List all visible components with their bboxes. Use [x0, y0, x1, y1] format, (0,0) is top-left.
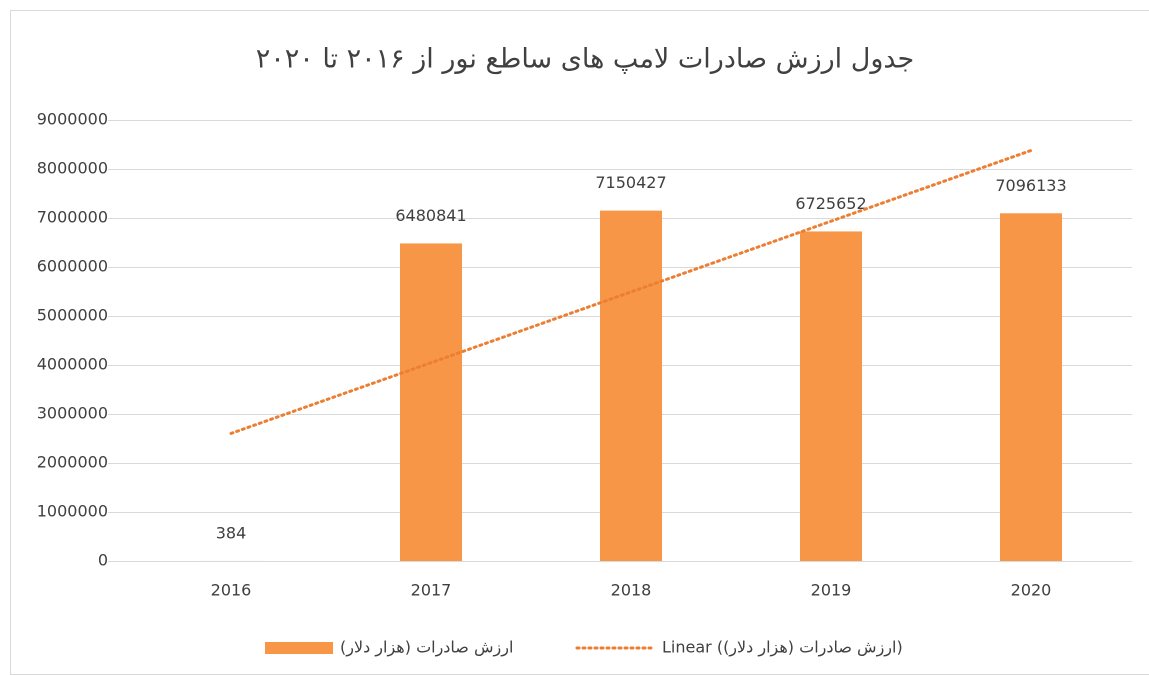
y-tick-label: 0 — [98, 551, 108, 570]
x-tick-label: 2019 — [811, 581, 852, 600]
data-label: 7096133 — [995, 176, 1066, 195]
bar — [600, 210, 662, 561]
bar — [1000, 213, 1062, 561]
bar — [800, 231, 862, 561]
x-tick-label: 2017 — [411, 581, 452, 600]
data-label: 7150427 — [595, 173, 666, 192]
legend-label: Linear (ارزش صادرات (هزار دلار)) — [662, 638, 903, 658]
y-tick-label: 9000000 — [37, 110, 108, 129]
x-tick-label: 2020 — [1011, 581, 1052, 600]
x-tick-label: 2016 — [211, 581, 252, 600]
bar — [400, 243, 462, 562]
chart-border — [10, 10, 1149, 675]
y-tick-label: 3000000 — [37, 404, 108, 423]
y-tick-label: 5000000 — [37, 306, 108, 325]
y-tick-label: 8000000 — [37, 159, 108, 178]
trendline — [229, 148, 1033, 435]
y-tick-label: 7000000 — [37, 208, 108, 227]
legend-swatch — [265, 642, 333, 654]
chart-title: جدول ارزش صادرات لامپ های ساطع نور از ۲۰… — [256, 44, 915, 75]
y-tick-label: 1000000 — [37, 502, 108, 521]
y-tick-label: 6000000 — [37, 257, 108, 276]
x-tick-label: 2018 — [611, 581, 652, 600]
legend-label: ارزش صادرات (هزار دلار) — [340, 638, 513, 658]
y-tick-label: 2000000 — [37, 453, 108, 472]
data-label: 384 — [216, 523, 247, 542]
data-label: 6725652 — [795, 194, 866, 213]
y-tick-label: 4000000 — [37, 355, 108, 374]
data-label: 6480841 — [395, 206, 466, 225]
